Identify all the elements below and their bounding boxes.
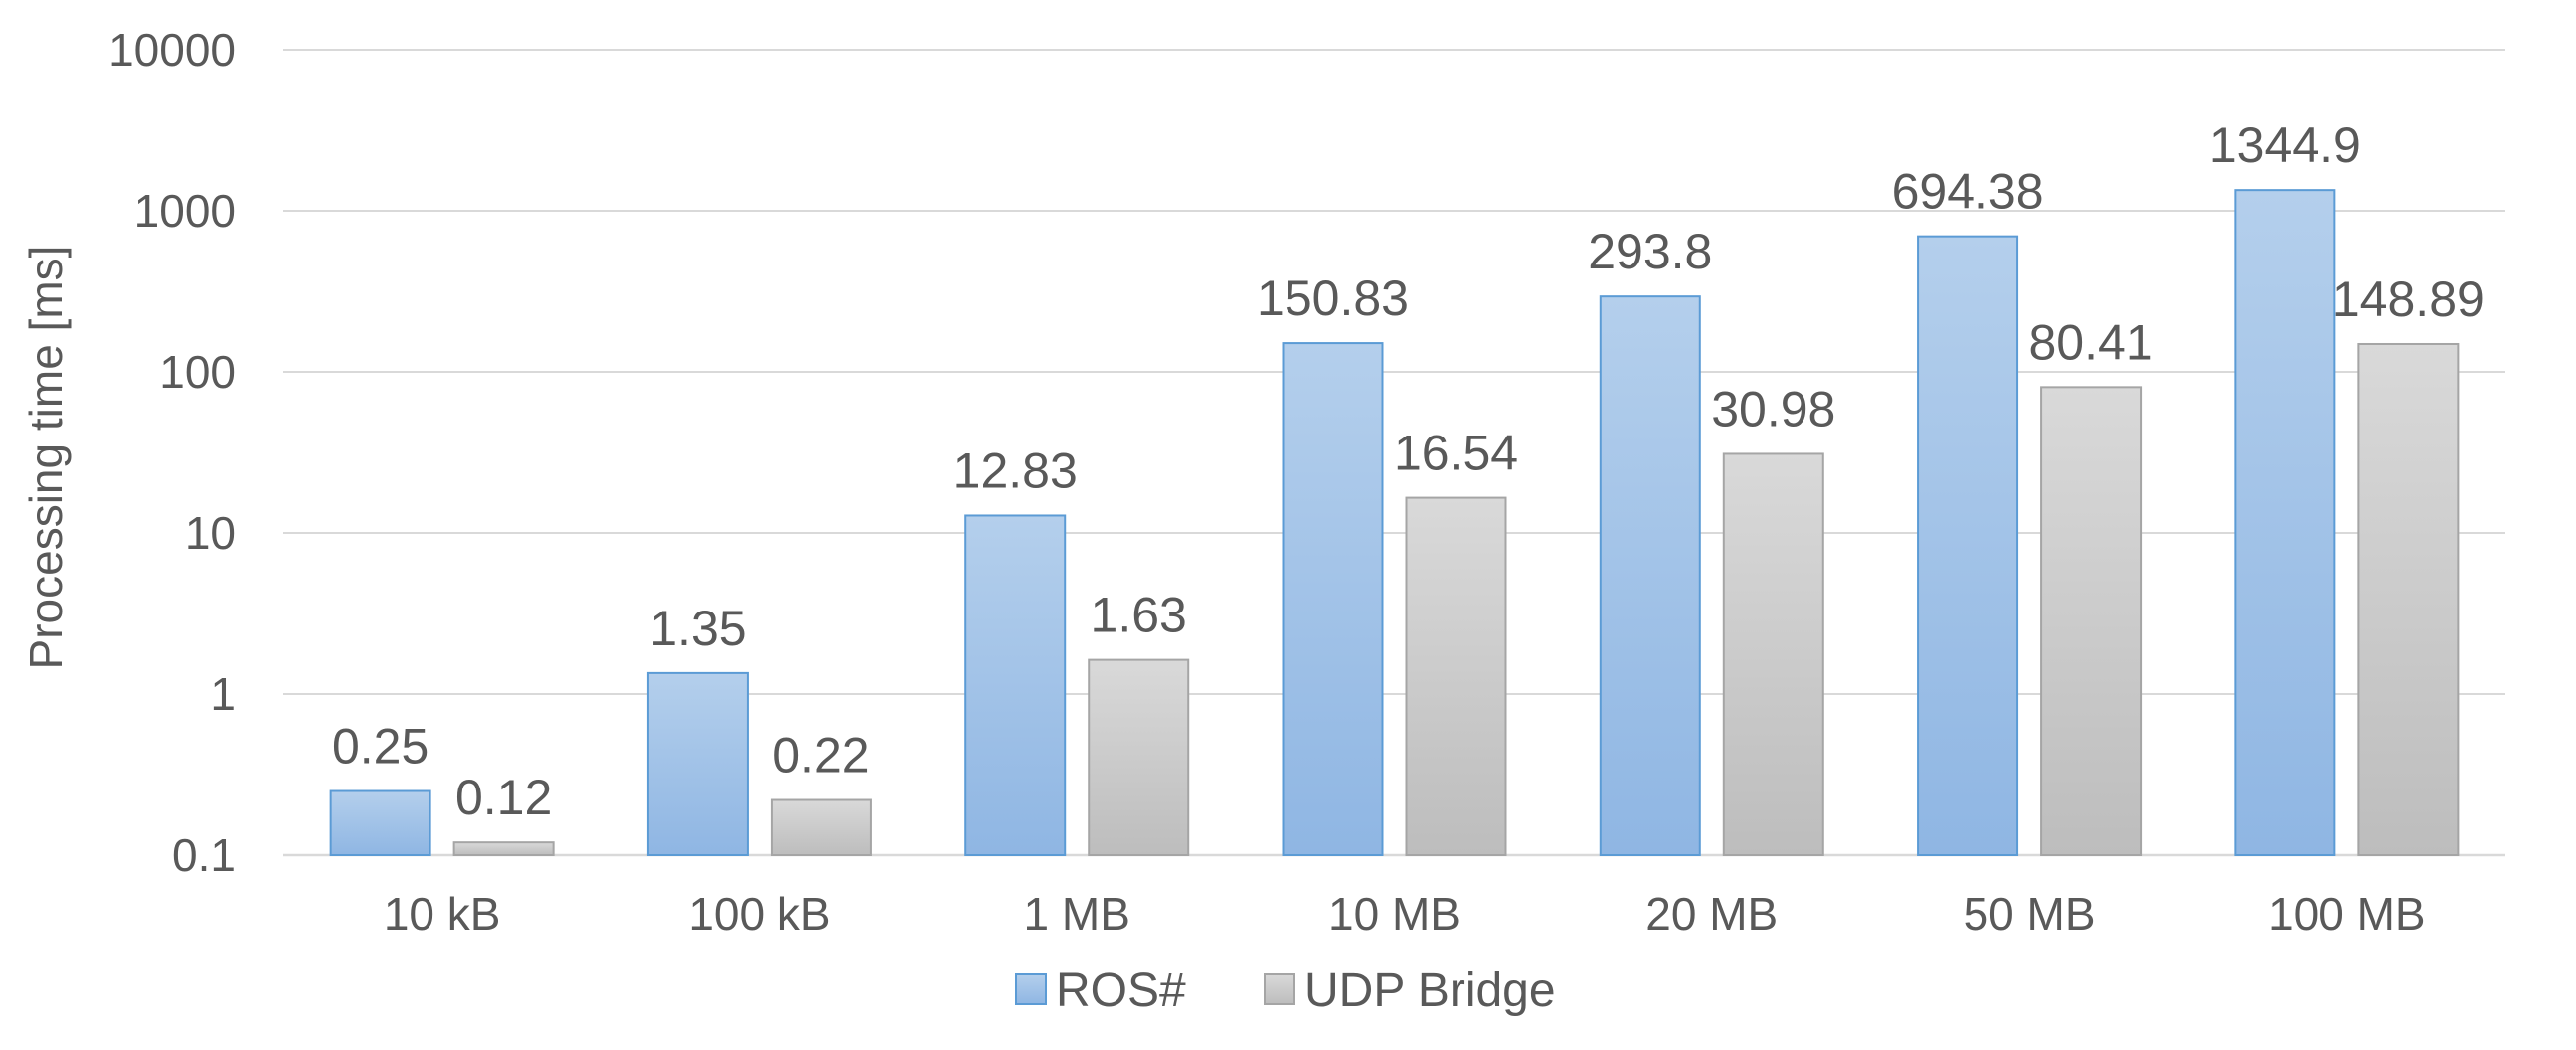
y-tick-label: 10 bbox=[185, 507, 236, 559]
data-label: 1344.9 bbox=[2209, 117, 2361, 173]
y-tick-label: 0.1 bbox=[172, 829, 236, 881]
x-tick-label: 10 MB bbox=[1328, 888, 1460, 940]
data-label: 16.54 bbox=[1394, 426, 1518, 481]
data-label: 0.12 bbox=[455, 770, 552, 825]
data-label: 1.63 bbox=[1091, 588, 1187, 643]
x-tick-label: 20 MB bbox=[1645, 888, 1778, 940]
bar-ros bbox=[2234, 189, 2336, 856]
bar-ros bbox=[1599, 295, 1701, 856]
bar-udp-bridge bbox=[770, 798, 872, 856]
legend-swatch bbox=[1015, 973, 1047, 1005]
bars bbox=[329, 189, 2460, 857]
x-axis-ticks: 10 kB 100 kB 1 MB 10 MB 20 MB 50 MB 100 MB bbox=[384, 888, 2426, 940]
data-label: 150.83 bbox=[1257, 270, 1409, 326]
y-tick-label: 100 bbox=[159, 346, 236, 398]
legend-label: ROS# bbox=[1056, 964, 1186, 1017]
data-label: 293.8 bbox=[1588, 224, 1712, 279]
data-label: 0.25 bbox=[332, 719, 429, 775]
y-tick-label: 10000 bbox=[108, 24, 236, 76]
bar-udp-bridge bbox=[1405, 496, 1507, 856]
x-tick-label: 1 MB bbox=[1024, 888, 1130, 940]
data-label: 0.22 bbox=[773, 728, 869, 784]
y-tick-label: 1000 bbox=[134, 185, 236, 237]
bar-udp-bridge bbox=[452, 841, 555, 857]
x-tick-label: 50 MB bbox=[1964, 888, 2096, 940]
y-tick-label: 1 bbox=[210, 668, 236, 720]
bar-ros bbox=[329, 789, 431, 856]
bar-ros bbox=[1917, 235, 2019, 856]
y-axis-ticks: 0.1 1 10 100 1000 10000 bbox=[108, 24, 236, 881]
legend-swatch bbox=[1264, 973, 1295, 1005]
x-tick-label: 10 kB bbox=[384, 888, 501, 940]
data-label: 694.38 bbox=[1892, 164, 2044, 220]
bar-udp-bridge bbox=[2040, 386, 2143, 856]
bar-udp-bridge bbox=[1722, 452, 1824, 856]
x-tick-label: 100 kB bbox=[688, 888, 830, 940]
bar-ros bbox=[964, 514, 1067, 856]
y-axis-title: Processing time [ms] bbox=[20, 246, 72, 670]
bar-ros bbox=[1282, 342, 1384, 857]
legend-label: UDP Bridge bbox=[1304, 964, 1556, 1017]
x-tick-label: 100 MB bbox=[2268, 888, 2426, 940]
data-label: 148.89 bbox=[2332, 271, 2485, 327]
data-label: 1.35 bbox=[649, 601, 746, 656]
legend: ROS# UDP Bridge bbox=[1015, 964, 1556, 1017]
bar-udp-bridge bbox=[2357, 342, 2460, 856]
bar-ros bbox=[646, 671, 749, 856]
data-label: 30.98 bbox=[1711, 381, 1835, 437]
bar-udp-bridge bbox=[1088, 658, 1190, 856]
data-labels: 0.25 0.12 1.35 0.22 12.83 1.63 150.83 16.54 293.… bbox=[332, 117, 2485, 825]
data-label: 80.41 bbox=[2029, 314, 2153, 370]
data-label: 12.83 bbox=[953, 442, 1078, 498]
